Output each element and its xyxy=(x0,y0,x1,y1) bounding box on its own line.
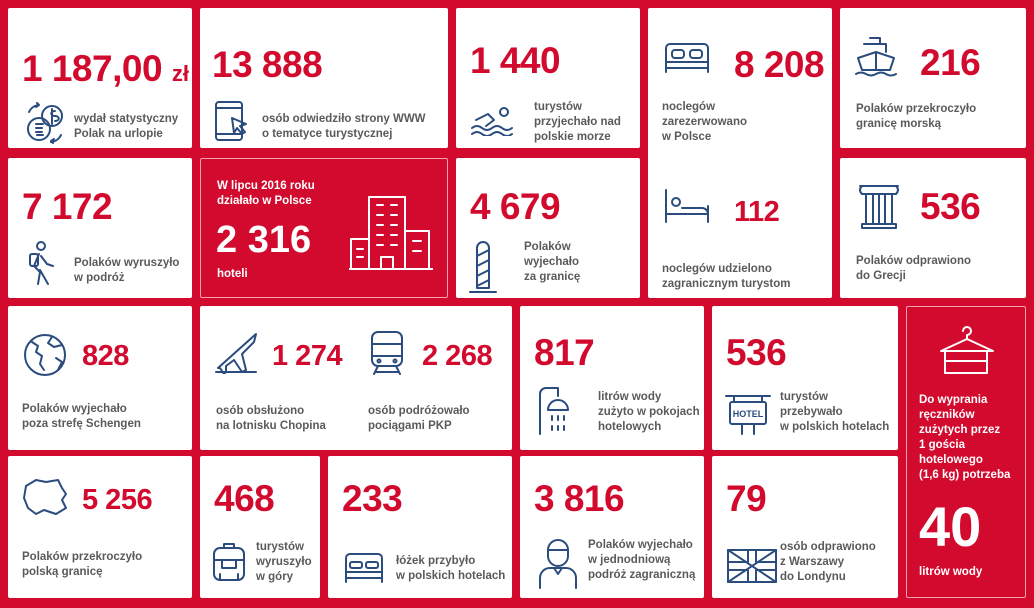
stat-unit: litrów wody xyxy=(919,566,983,578)
stat-value: 817 xyxy=(534,332,595,373)
stat-description: Polaków przekroczyło granicę morską xyxy=(856,103,977,130)
stat-value: 2 316 xyxy=(216,219,312,261)
stat-value: 7 172 xyxy=(22,186,113,227)
stat-value: 468 xyxy=(214,478,275,519)
stat-description: Polaków przekroczyło polską granicę xyxy=(22,551,143,578)
stat-lead-text: W lipcu 2016 roku działało w Polsce xyxy=(217,180,315,207)
stat-description: turystów wyruszyło w góry xyxy=(256,541,312,583)
stat-value: 8 208 xyxy=(734,44,825,85)
stat-description: osób odwiedziło strony WWW o tematyce tur… xyxy=(262,113,426,140)
hotel-sign-text: HOTEL xyxy=(733,409,764,419)
stat-tile-seaside-tourists: 1 440 turystów przyjechało nad polskie mor… xyxy=(456,8,640,148)
hotel-sign-icon: HOTEL xyxy=(724,390,772,438)
stat-tile-polish-border: 5 256 Polaków przekroczyło polską granicę xyxy=(8,456,192,598)
stat-value: 536 xyxy=(920,186,981,227)
stat-tile-schengen: 828 Polaków wyjechało poza strefę Schenge… xyxy=(8,306,192,450)
stat-tile-towel-water: Do wyprania ręczników zużytych przez 1 gośc… xyxy=(906,306,1026,598)
stat-tile-mountains: 468 turystów wyruszyło w góry xyxy=(200,456,320,598)
greek-column-icon xyxy=(856,182,902,230)
stat-value-secondary: 112 xyxy=(734,196,780,228)
train-icon xyxy=(368,330,406,376)
ship-icon xyxy=(854,34,898,80)
backpack-icon xyxy=(210,542,248,582)
stat-description: Polaków wyruszyło w podróż xyxy=(74,257,180,284)
person-in-bed-icon xyxy=(662,186,712,226)
stat-value: 13 888 xyxy=(212,44,323,85)
stat-description: wydał statystyczny Polak na urlopie xyxy=(74,113,179,140)
towel-hanger-icon xyxy=(937,321,995,377)
stat-description: turystów przebywało w polskich hotelach xyxy=(780,391,890,433)
stat-description-airport: osób obsłużono na lotnisku Chopina xyxy=(216,405,326,432)
stat-value: 1 440 xyxy=(470,40,561,81)
stat-tile-day-trips: 3 816 Polaków wyjechało w jednodniową podr… xyxy=(520,456,704,598)
stat-description: Polaków wyjechało w jednodniową podróż zag… xyxy=(588,539,696,581)
poland-map-icon xyxy=(22,476,70,520)
stat-value: 828 xyxy=(82,340,129,372)
stat-value-rail: 2 268 xyxy=(422,340,493,372)
stat-value: 4 679 xyxy=(470,186,561,227)
stat-value: 216 xyxy=(920,42,981,83)
stat-tile-new-beds: 233 łóżek przybyło w polskich hotelach xyxy=(328,456,512,598)
stat-tile-travellers: 7 172 Polaków wyruszyło w podróż xyxy=(8,158,192,298)
stat-tile-booked-nights: 8 208 noclegów zarezerwowano w Polsce 112 … xyxy=(648,8,832,298)
stat-unit: hoteli xyxy=(217,268,248,280)
hiker-icon xyxy=(24,240,58,286)
stat-value-airport: 1 274 xyxy=(272,340,343,372)
hotel-building-icon xyxy=(349,191,433,271)
stat-description: osób odprawiono z Warszawy do Londynu xyxy=(780,541,876,583)
stat-value: 40 xyxy=(919,495,982,558)
stat-description: noclegów zarezerwowano w Polsce xyxy=(662,101,747,143)
stat-tile-website-visitors: 13 888 osób odwiedziło strony WWW o temat… xyxy=(200,8,448,148)
stat-tile-greece: 536 Polaków odprawiono do Grecji xyxy=(840,158,1026,298)
stat-value: 536 xyxy=(726,332,787,373)
stat-description-rail: osób podróżowało pociągami PKP xyxy=(368,405,470,432)
stat-value: 3 816 xyxy=(534,478,625,519)
stat-tile-transport: 1 274 osób obsłużono na lotnisku Chopina … xyxy=(200,306,512,450)
airplane-icon xyxy=(214,330,260,374)
swimmer-icon xyxy=(470,106,514,136)
stat-value: 1 187,00 zł xyxy=(22,48,189,89)
stat-tile-hotels: W lipcu 2016 roku działało w Polsce 2 316… xyxy=(200,158,448,298)
currency-label: zł xyxy=(171,61,189,86)
stat-description: turystów przyjechało nad polskie morze xyxy=(534,101,621,143)
uk-flag-icon xyxy=(726,548,778,584)
double-bed-icon xyxy=(342,552,386,586)
shower-icon xyxy=(536,386,580,436)
stat-value: 5 256 xyxy=(82,484,153,516)
stat-value: 79 xyxy=(726,478,767,519)
stat-tile-hotel-water: 817 litrów wody zużyto w pokojach hotelowy… xyxy=(520,306,704,450)
stat-description: Do wyprania ręczników zużytych przez 1 gośc… xyxy=(919,394,1011,481)
stat-description: Polaków odprawiono do Grecji xyxy=(856,255,972,282)
stat-description: Polaków wyjechało poza strefę Schengen xyxy=(22,403,141,430)
globe-icon xyxy=(22,332,68,378)
stat-description-secondary: noclegów udzielono zagranicznym turystom xyxy=(662,263,791,290)
stat-tile-hotel-guests: 536 HOTEL turystów przebywało w polskich h… xyxy=(712,306,898,450)
traveler-icon xyxy=(536,538,580,590)
stat-description: litrów wody zużyto w pokojach hotelowych xyxy=(598,391,700,433)
stat-value: 233 xyxy=(342,478,403,519)
money-exchange-icon xyxy=(24,102,66,144)
border-post-icon xyxy=(468,238,498,294)
stat-description: łóżek przybyło w polskich hotelach xyxy=(396,555,506,582)
stat-tile-holiday-spending: 1 187,00 zł wydał statystyczny Polak na u… xyxy=(8,8,192,148)
stat-tile-departures: 4 679 Polaków wyjechało za granicę xyxy=(456,158,640,298)
stat-description: Polaków wyjechało za granicę xyxy=(524,241,581,283)
stat-tile-sea-border: 216 Polaków przekroczyło granicę morską xyxy=(840,8,1026,148)
bed-icon xyxy=(662,36,712,76)
tablet-click-icon xyxy=(214,100,250,142)
stat-tile-london: 79 osób odprawiono z Warszawy do Londynu xyxy=(712,456,898,598)
